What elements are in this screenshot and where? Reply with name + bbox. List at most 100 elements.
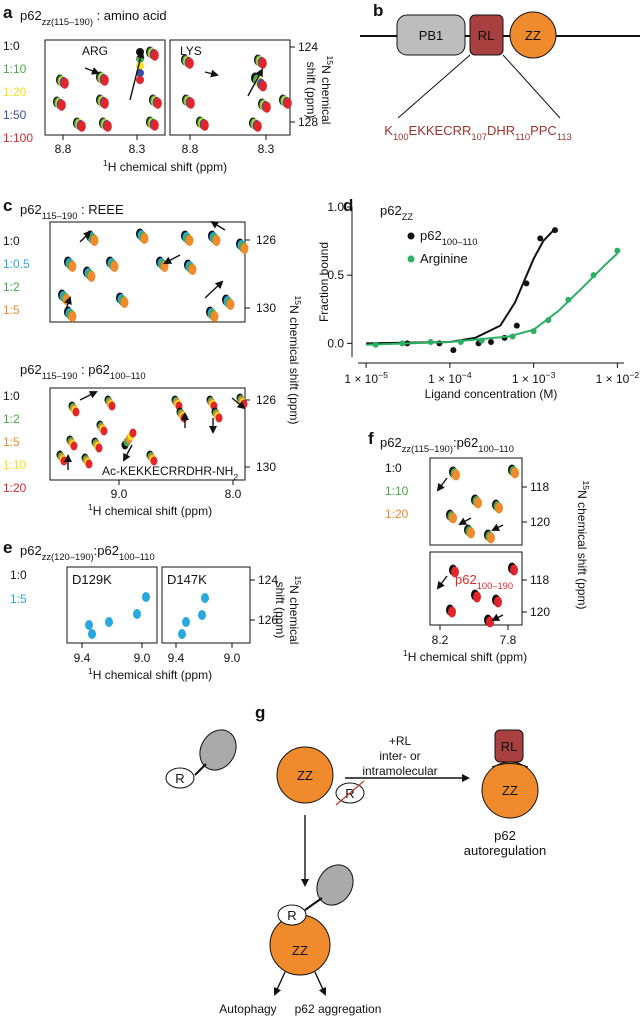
text-part: 100–110: [478, 444, 514, 454]
text-part: p62: [20, 8, 42, 23]
text-part: 1:20: [385, 507, 409, 521]
spectrum-box: [49, 221, 246, 323]
nmr-peak: [100, 426, 108, 436]
spectrum-box: [169, 39, 291, 136]
x-axis-label: 1H chemical shift (ppm): [88, 502, 212, 518]
nmr-peak: [182, 617, 190, 627]
y-tick-label: 130: [256, 301, 276, 315]
text-part: 1: [403, 648, 408, 658]
text-part: D147K: [167, 572, 207, 587]
nmr-peak: [87, 271, 96, 282]
arrow: [314, 971, 327, 996]
text-part: 118: [530, 480, 549, 494]
text-part: 9.0: [224, 651, 241, 665]
text-part: 118: [530, 573, 549, 587]
nmr-peak: [510, 564, 518, 576]
peptide-label: p62100–190: [455, 572, 513, 591]
arrow: [64, 296, 72, 313]
spectrum-box: [66, 566, 158, 644]
arrow-label: inter- or: [379, 749, 420, 763]
data-point: [523, 280, 530, 287]
nmr-peak: [103, 120, 112, 132]
legend-ratio: 1:0: [10, 568, 27, 582]
text-part: 15: [293, 296, 303, 306]
text-part: ZZ: [292, 943, 308, 958]
text-part: p62: [20, 362, 42, 377]
text-part: −2: [629, 370, 639, 380]
legend-ratio: 1:0: [385, 461, 402, 475]
text-part: p62: [20, 543, 42, 558]
y-tick-label: 118: [530, 573, 549, 587]
text-part: 1:0: [3, 389, 20, 403]
spectrum-box: [49, 387, 246, 481]
x-axis-label: Ligand concentration (M): [425, 387, 558, 401]
nmr-peak: [240, 243, 249, 254]
nmr-peak: [85, 459, 93, 469]
y-tick-label: 120: [530, 515, 550, 529]
substrate: [316, 864, 354, 906]
text-part: ZZ: [297, 768, 313, 783]
text-part: d: [343, 196, 353, 215]
y-axis-label: shift (ppm): [304, 62, 318, 119]
r-residue: [165, 767, 195, 789]
legend-ratio: 1:0: [3, 234, 20, 248]
nmr-peak: [57, 99, 66, 111]
panel-title: p62115–190 : REEE: [20, 202, 124, 221]
text-part: 15: [581, 481, 591, 491]
y-axis-label: 15N chemical: [287, 576, 303, 645]
data-point: [399, 340, 406, 347]
cross-out: [335, 780, 365, 806]
text-part: −4: [462, 370, 472, 380]
y-tick-label: 120: [530, 605, 550, 619]
text-part: 1:0: [3, 234, 20, 248]
nmr-peak: [72, 407, 80, 417]
text-part: : amino acid: [93, 8, 167, 23]
legend-label: p62100–110: [420, 228, 477, 247]
text-part: R: [287, 908, 296, 923]
nmr-peak: [198, 610, 206, 620]
legend-ratio: 1:0: [3, 39, 20, 53]
text-part: Autophagy: [219, 1002, 276, 1016]
domain-label: PB1: [419, 28, 444, 43]
nmr-peak: [60, 77, 69, 89]
text-part: 1:20: [3, 85, 27, 99]
nmr-peak: [60, 456, 68, 466]
domain-label: ZZ: [292, 943, 308, 958]
y-tick-label: 126: [256, 233, 276, 247]
text-part: RL: [478, 28, 495, 43]
text-part: 1:5: [10, 592, 27, 606]
text-part: R: [175, 771, 184, 786]
text-part: Fraction bound: [317, 242, 331, 322]
text-part: 100–110: [110, 371, 146, 381]
legend-ratio: 1:10: [3, 458, 27, 472]
text-part: H chemical shift (ppm): [408, 650, 527, 664]
nmr-peak: [259, 80, 267, 92]
y-tick-label: 130: [256, 460, 276, 474]
arrow: [247, 68, 263, 97]
nmr-peak: [68, 311, 77, 322]
text-part: −3: [546, 370, 556, 380]
data-point: [530, 328, 537, 335]
x-tick-label: 7.8: [500, 633, 517, 647]
nmr-peak: [95, 443, 103, 453]
box-label: D129K: [72, 572, 112, 587]
text-part: 1:0: [3, 39, 20, 53]
text-part: 1:20: [3, 481, 27, 495]
text-part: :p62: [94, 543, 119, 558]
text-part: 100–110: [442, 237, 478, 247]
text-part: autoregulation: [464, 843, 546, 858]
nmr-peak: [160, 261, 169, 272]
text-part: RL: [501, 739, 518, 754]
box-label: ARG: [82, 44, 108, 58]
text-part: 130: [256, 460, 276, 474]
residue-label: R: [175, 771, 184, 786]
data-point: [551, 227, 558, 234]
text-part: 8.3: [129, 142, 146, 156]
panel-letter: f: [368, 429, 374, 448]
text-part: ZZ: [502, 783, 518, 798]
x-tick-label: 9.0: [111, 487, 128, 501]
nmr-peak: [473, 591, 481, 603]
nmr-peak: [451, 566, 459, 578]
panel-letter: a: [3, 3, 13, 22]
nmr-peak: [258, 57, 267, 69]
